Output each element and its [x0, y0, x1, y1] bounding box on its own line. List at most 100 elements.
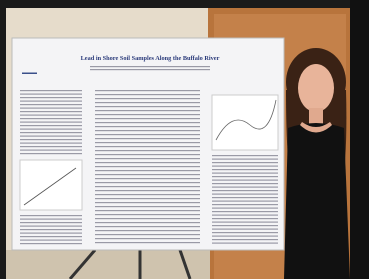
text-line: [212, 166, 278, 167]
text-line: [20, 240, 82, 241]
text-line: [20, 219, 82, 220]
text-line: [20, 136, 82, 137]
text-line: [20, 129, 82, 130]
text-line: [20, 146, 82, 147]
text-line: [212, 222, 278, 223]
text-line: [95, 182, 200, 183]
text-line: [212, 239, 278, 240]
text-line: [20, 104, 82, 105]
page: ▬▬▬ Lead in Shore Soil Samples Along the…: [0, 0, 369, 279]
text-line: [95, 202, 200, 203]
text-line: [95, 98, 200, 99]
text-line: [20, 143, 82, 144]
right-border: [350, 0, 369, 279]
left-border: [0, 0, 6, 279]
text-line: [95, 174, 200, 175]
text-line: [20, 233, 82, 234]
text-line: [212, 162, 278, 163]
text-line: [95, 162, 200, 163]
text-line: [95, 106, 200, 107]
photo: ▬▬▬ Lead in Shore Soil Samples Along the…: [0, 0, 369, 279]
text-line: [212, 215, 278, 216]
text-line: [212, 211, 278, 212]
text-line: [95, 138, 200, 139]
text-line: [20, 90, 82, 91]
text-line: [20, 229, 82, 230]
text-line: [20, 139, 82, 140]
text-line: [95, 134, 200, 135]
text-line: [95, 170, 200, 171]
text-line: [95, 206, 200, 207]
text-line: [95, 226, 200, 227]
text-line: [20, 222, 82, 223]
text-line: [95, 150, 200, 151]
text-line: [20, 132, 82, 133]
text-line: [20, 122, 82, 123]
text-line: [95, 190, 200, 191]
text-line: [212, 169, 278, 170]
floor: [6, 250, 210, 279]
top-border: [0, 0, 369, 8]
text-line: [212, 208, 278, 209]
text-line: [212, 180, 278, 181]
text-line: [212, 183, 278, 184]
text-line: [20, 150, 82, 151]
text-line: [20, 153, 82, 154]
text-line: [95, 90, 200, 91]
text-line: [212, 201, 278, 202]
text-line: [95, 114, 200, 115]
text-line: [95, 214, 200, 215]
text-line: [95, 234, 200, 235]
text-line: [20, 94, 82, 95]
text-line: [90, 66, 210, 67]
text-line: [212, 173, 278, 174]
text-line: [95, 126, 200, 127]
text-line: [95, 186, 200, 187]
text-line: [212, 187, 278, 188]
text-line: [95, 194, 200, 195]
text-line: [95, 198, 200, 199]
text-line: [95, 178, 200, 179]
text-line: [20, 226, 82, 227]
text-line: [212, 225, 278, 226]
text-line: [95, 218, 200, 219]
neck: [309, 108, 323, 124]
text-line: [212, 194, 278, 195]
poster-title: Lead in Shore Soil Samples Along the Buf…: [81, 55, 220, 62]
text-line: [95, 242, 200, 243]
text-line: [20, 215, 82, 216]
text-line: [95, 94, 200, 95]
text-line: [212, 176, 278, 177]
text-line: [95, 166, 200, 167]
text-line: [20, 118, 82, 119]
text-line: [20, 97, 82, 98]
text-line: [20, 101, 82, 102]
text-line: [212, 218, 278, 219]
text-line: [212, 204, 278, 205]
black-dress: [284, 123, 350, 279]
text-line: [95, 222, 200, 223]
logo: ▬▬▬: [22, 71, 37, 76]
text-line: [95, 210, 200, 211]
text-line: [95, 146, 200, 147]
text-line: [95, 158, 200, 159]
text-line: [95, 110, 200, 111]
text-line: [95, 102, 200, 103]
text-line: [20, 236, 82, 237]
chart-figure: [20, 160, 82, 210]
text-line: [212, 236, 278, 237]
text-line: [95, 130, 200, 131]
text-line: [95, 122, 200, 123]
text-line: [212, 197, 278, 198]
text-line: [20, 243, 82, 244]
text-line: [95, 238, 200, 239]
text-line: [212, 159, 278, 160]
text-line: [95, 230, 200, 231]
text-line: [20, 111, 82, 112]
face: [298, 64, 334, 112]
text-line: [95, 154, 200, 155]
text-line: [212, 229, 278, 230]
text-line: [212, 232, 278, 233]
text-line: [20, 115, 82, 116]
text-line: [90, 69, 210, 70]
